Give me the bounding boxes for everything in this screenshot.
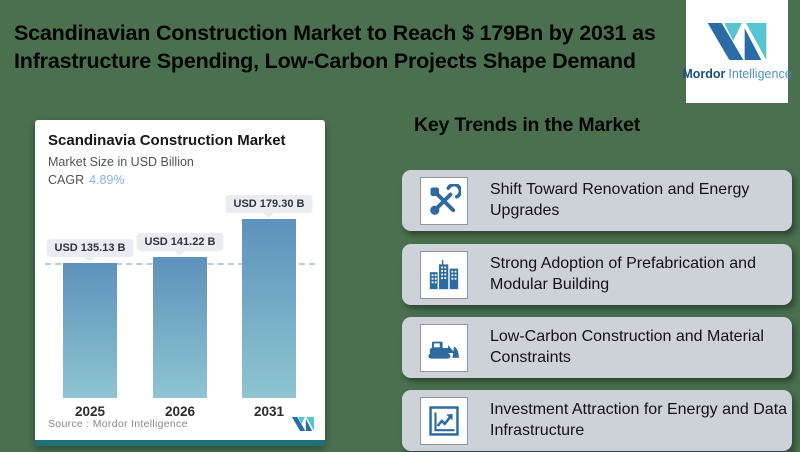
key-trends-heading: Key Trends in the Market — [414, 114, 641, 136]
trend-card-3: Low-Carbon Construction and Material Con… — [402, 317, 792, 378]
trend-label: Low-Carbon Construction and Material Con… — [490, 328, 764, 366]
brand-intelligence: Intelligence — [728, 66, 792, 81]
bulldozer-icon — [420, 323, 468, 372]
chart-subtitle: Market Size in USD Billion — [48, 155, 194, 169]
trend-card-2: Strong Adoption of Prefabrication and Mo… — [402, 244, 792, 305]
chart-title: Scandinavia Construction Market — [48, 132, 286, 149]
x-axis-label: 2025 — [74, 404, 106, 419]
growth-chart-icon — [420, 396, 468, 445]
trend-card-1: Shift Toward Renovation and Energy Upgra… — [402, 170, 792, 231]
page-title: Scandinavian Construction Market to Reac… — [14, 21, 656, 73]
trend-card-4: Investment Attraction for Energy and Dat… — [402, 390, 792, 451]
cagr-line: CAGR 4.89% — [48, 173, 125, 187]
bar-chart: USD 135.13 B 2025 USD 141.22 B 2026 USD 179.… — [35, 120, 325, 440]
bar-value-label: USD 135.13 B — [46, 239, 134, 257]
x-axis-label: 2031 — [253, 404, 285, 419]
bar-2026 — [153, 257, 207, 398]
market-size-chart-card: Scandinavia Construction Market Market S… — [35, 120, 325, 446]
bar-2031 — [242, 219, 296, 398]
source-row: Source : Mordor Intelligence — [48, 417, 315, 431]
cagr-label: CAGR — [48, 173, 85, 187]
trend-label: Strong Adoption of Prefabrication and Mo… — [490, 255, 756, 293]
cagr-value: 4.89% — [89, 173, 125, 187]
source-text: Source : Mordor Intelligence — [48, 418, 188, 430]
mordor-m-icon-small — [291, 417, 315, 431]
bar-2025 — [63, 263, 117, 398]
x-axis-label: 2026 — [164, 404, 196, 419]
trend-label: Shift Toward Renovation and Energy Upgra… — [490, 181, 750, 219]
bar-value-label: USD 179.30 B — [225, 195, 313, 213]
mordor-m-icon — [707, 22, 767, 60]
mordor-logo-card: Mordor Intelligence — [682, 0, 792, 103]
buildings-icon — [420, 250, 468, 299]
tools-icon — [420, 176, 468, 225]
brand-mordor: Mordor — [682, 66, 726, 81]
bar-value-label: USD 141.22 B — [136, 233, 224, 251]
trend-label: Investment Attraction for Energy and Dat… — [490, 401, 788, 439]
brand-wordmark: Mordor Intelligence — [682, 67, 791, 81]
